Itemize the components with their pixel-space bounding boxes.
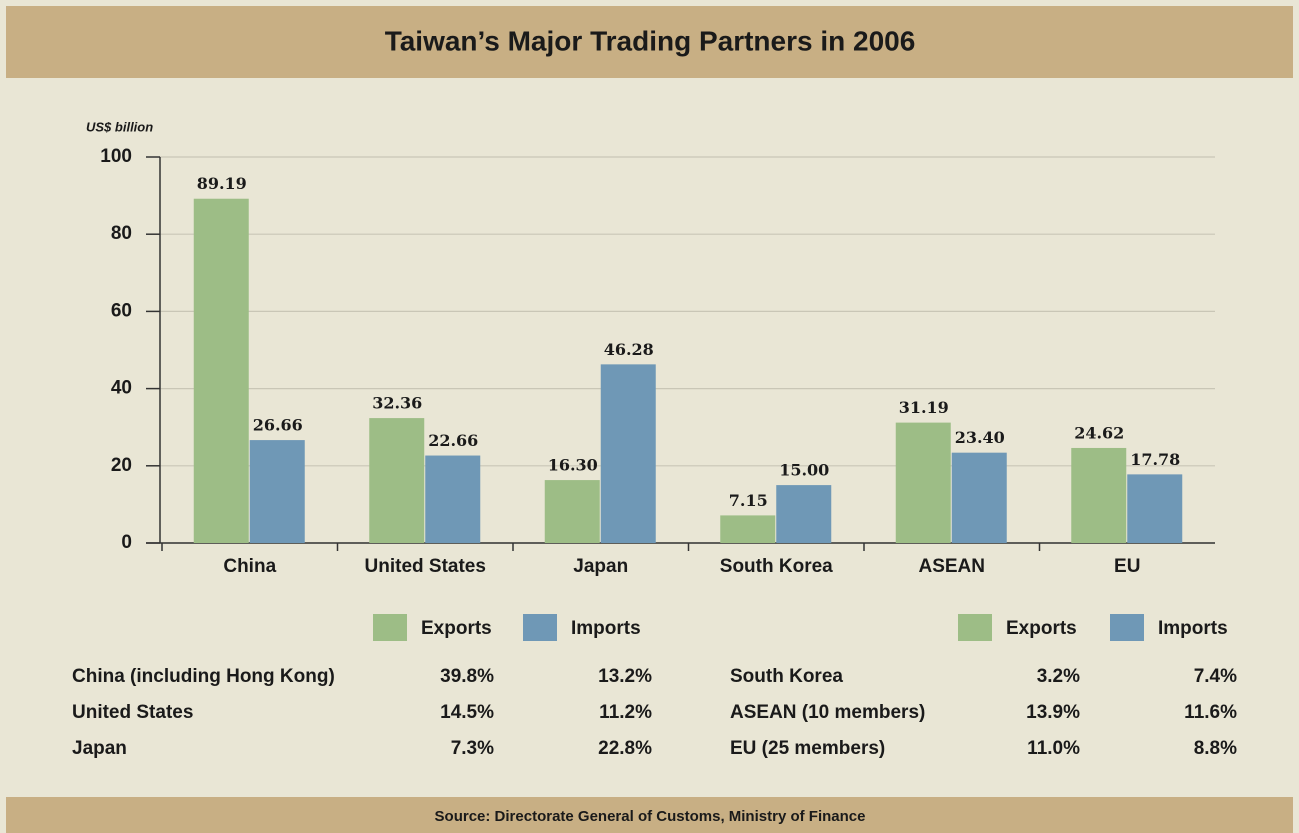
value-label: 26.66: [253, 416, 303, 435]
legend-label: Imports: [1158, 618, 1228, 639]
share-partner: China (including Hong Kong): [72, 666, 335, 687]
value-label: 16.30: [548, 456, 598, 475]
value-label: 22.66: [428, 431, 478, 450]
bar: [951, 452, 1007, 543]
legend-label: Exports: [1006, 618, 1077, 639]
chart-title: Taiwan’s Major Trading Partners in 2006: [385, 25, 916, 56]
x-tick-label: EU: [1114, 556, 1140, 577]
value-label: 15.00: [779, 461, 829, 480]
bar: [369, 418, 425, 543]
bar: [193, 198, 249, 543]
bar: [425, 455, 481, 543]
bar: [249, 440, 305, 543]
share-partner: Japan: [72, 738, 127, 759]
value-label: 23.40: [955, 428, 1005, 447]
bar: [1071, 447, 1127, 543]
share-value: 11.0%: [1027, 738, 1080, 759]
value-label: 17.78: [1130, 450, 1180, 469]
share-value: 8.8%: [1194, 738, 1237, 759]
source: Source: Directorate General of Customs, …: [435, 808, 866, 825]
y-tick-label: 60: [111, 300, 132, 321]
share-value: 3.2%: [1037, 666, 1080, 687]
share-value: 7.4%: [1194, 666, 1237, 687]
legend-swatch: [373, 614, 407, 641]
value-label: 46.28: [604, 340, 654, 359]
x-tick-label: ASEAN: [918, 556, 985, 577]
share-value: 39.8%: [440, 666, 494, 687]
share-partner: EU (25 members): [730, 738, 885, 759]
bar: [895, 422, 951, 543]
header-band: [6, 6, 1293, 78]
value-label: 7.15: [729, 491, 768, 510]
share-value: 13.2%: [598, 666, 652, 687]
share-value: 13.9%: [1026, 702, 1080, 723]
legend-swatch: [523, 614, 557, 641]
share-partner: ASEAN (10 members): [730, 702, 925, 723]
share-value: 11.2%: [599, 702, 652, 723]
legend-swatch: [958, 614, 992, 641]
share-value: 22.8%: [598, 738, 652, 759]
value-label: 24.62: [1074, 423, 1124, 442]
x-tick-label: South Korea: [720, 556, 833, 577]
value-label: 31.19: [899, 398, 949, 417]
y-tick-label: 40: [111, 378, 132, 399]
y-axis-unit: US$ billion: [86, 119, 153, 134]
footer-band: [6, 797, 1293, 833]
y-tick-label: 0: [121, 532, 132, 553]
y-tick-label: 100: [100, 146, 132, 167]
value-label: 32.36: [372, 394, 422, 413]
bar: [1127, 474, 1183, 543]
bar: [776, 485, 832, 543]
value-label: 89.19: [197, 174, 247, 193]
bar: [600, 364, 656, 543]
bar: [720, 515, 776, 543]
x-tick-label: China: [223, 556, 276, 577]
share-partner: United States: [72, 702, 193, 723]
x-tick-label: United States: [365, 556, 486, 577]
share-value: 11.6%: [1184, 702, 1237, 723]
y-tick-label: 80: [111, 223, 132, 244]
x-tick-label: Japan: [573, 556, 628, 577]
bar: [544, 480, 600, 543]
share-partner: South Korea: [730, 666, 843, 687]
legend-label: Imports: [571, 618, 641, 639]
y-tick-label: 20: [111, 455, 132, 476]
share-value: 14.5%: [440, 702, 494, 723]
share-value: 7.3%: [451, 738, 494, 759]
legend-label: Exports: [421, 618, 492, 639]
legend-swatch: [1110, 614, 1144, 641]
